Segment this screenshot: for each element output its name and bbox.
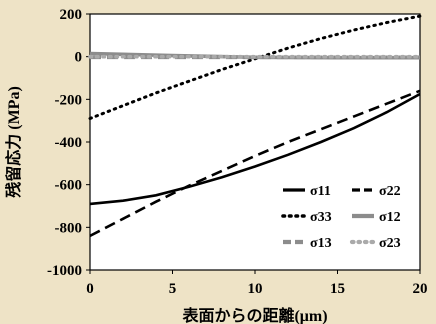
y-tick-label: 200 [60,7,83,23]
y-tick-label: -1000 [47,263,82,279]
x-tick-label: 10 [248,281,263,297]
y-tick-label: -800 [55,220,83,236]
y-axis-label: 残留応力 (MPa) [4,86,23,198]
y-tick-label: -400 [55,135,83,151]
legend: σ11 σ22 σ33 σ12 σ13 σ23 [281,184,401,251]
series-layer [88,14,422,238]
series-line-σ11 [89,92,421,206]
y-tick-label: 0 [75,50,83,66]
plot-area [89,13,421,271]
x-tick-label: 5 [169,281,177,297]
y-tick-label: -600 [55,178,83,194]
series-line-σ22 [89,89,421,238]
y-tick-label: -200 [55,92,83,108]
x-tick-label: 20 [413,281,428,297]
x-axis-label: 表面からの距離(μm) [181,306,327,324]
legend-label: σ12 [379,210,401,225]
legend-label: σ11 [310,184,331,199]
legend-label: σ22 [379,184,401,199]
legend-label: σ13 [310,236,332,251]
x-tick-label: 15 [330,281,345,297]
legend-label: σ23 [379,236,401,251]
legend-label: σ33 [310,210,332,225]
x-tick-label: 0 [86,281,94,297]
